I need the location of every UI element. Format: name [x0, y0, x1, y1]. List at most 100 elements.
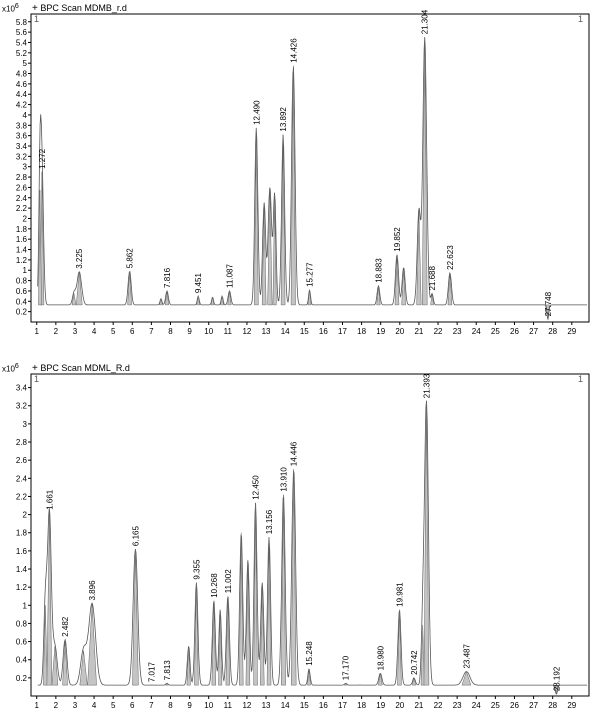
y-tick-label: 0.4 — [16, 297, 28, 306]
peak — [307, 668, 311, 686]
x-tick-label: 6 — [130, 701, 135, 710]
peak — [378, 673, 383, 686]
peak — [343, 682, 348, 686]
x-tick-label: 9 — [187, 701, 192, 710]
y-tick-label: 2.8 — [16, 173, 28, 182]
x-tick-label: 1 — [35, 327, 40, 336]
x-tick-label: 18 — [357, 327, 366, 336]
x-tick-label: 18 — [357, 701, 366, 710]
x-tick-label: 5 — [111, 327, 116, 336]
chromatogram-trace — [37, 36, 588, 321]
peak — [420, 625, 425, 686]
peak — [132, 549, 139, 686]
peak — [238, 532, 244, 686]
x-tick-label: 12 — [242, 327, 251, 336]
x-tick-label: 27 — [529, 701, 538, 710]
y-tick-label: 1.8 — [16, 529, 28, 538]
y-tick-label: 2 — [23, 214, 28, 223]
x-tick-label: 11 — [224, 701, 233, 710]
y-tick-label: 2.2 — [16, 204, 28, 213]
x-tick-label: 22 — [434, 327, 443, 336]
peak — [164, 290, 170, 306]
x-tick-label: 7 — [149, 327, 154, 336]
x-tick-label: 25 — [491, 701, 500, 710]
x-tick-label: 29 — [567, 701, 576, 710]
peak-label: 13.156 — [265, 509, 274, 534]
peak — [272, 195, 277, 306]
peak-label: 15.248 — [305, 641, 314, 666]
y-tick-label: 0.6 — [16, 638, 28, 647]
y-tick-label: 1.6 — [16, 235, 28, 244]
y-tick-label: 3.4 — [16, 142, 28, 151]
peak — [196, 296, 201, 306]
peak — [430, 293, 434, 306]
peak-label: 12.450 — [252, 475, 261, 500]
peak — [159, 298, 163, 306]
peak — [225, 596, 231, 686]
peak — [447, 272, 453, 306]
peak — [307, 289, 312, 306]
x-tick-label: 5 — [111, 701, 116, 710]
plot-frame — [30, 373, 590, 697]
x-tick-label: 13 — [262, 327, 271, 336]
x-tick-label: 24 — [472, 701, 481, 710]
x-tick-label: 3 — [73, 327, 78, 336]
peak-label: 21.393 — [422, 373, 431, 398]
x-tick-label: 26 — [510, 327, 519, 336]
peak — [218, 609, 223, 686]
peak — [75, 271, 83, 306]
peak-label: 9.355 — [192, 559, 201, 580]
peak — [227, 290, 232, 306]
y-tick-label: 4.6 — [16, 80, 28, 89]
y-tick-label: 3.2 — [16, 402, 28, 411]
plot-frame — [30, 13, 590, 323]
y-tick-label: 3.2 — [16, 152, 28, 161]
peak-label: 5.862 — [126, 248, 135, 269]
peak — [211, 600, 217, 686]
y-tick-label: 4.4 — [16, 90, 28, 99]
peak-label: 14.426 — [289, 38, 298, 63]
peak — [43, 605, 48, 686]
y-tick-label: 1.8 — [16, 225, 28, 234]
peak-label: 21.688 — [428, 266, 437, 291]
peak-label: 11.002 — [224, 569, 233, 593]
y-tick-label: 5.8 — [16, 18, 28, 27]
x-tick-label: 19 — [376, 327, 385, 336]
peak — [394, 254, 400, 306]
peak-label: 7.017 — [148, 662, 157, 683]
x-tick-label: 8 — [168, 327, 173, 336]
x-tick-label: 22 — [434, 701, 443, 710]
x-tick-label: 14 — [281, 701, 290, 710]
y-tick-label: 4.8 — [16, 70, 28, 79]
y-scale-label: x106 — [2, 3, 19, 14]
peak — [79, 650, 88, 686]
x-tick-label: 4 — [92, 701, 97, 710]
x-tick-label: 10 — [204, 327, 213, 336]
y-tick-label: 3.8 — [16, 121, 28, 130]
y-tick-label: 1.4 — [16, 246, 28, 255]
peak-label: 14.446 — [290, 441, 299, 466]
x-tick-label: 15 — [300, 701, 309, 710]
y-tick-label: 2 — [23, 511, 28, 520]
chromatogram-plot-bottom: 0.2 0.4 0.6 0.8 1 1.2 1.4 1.6 1.8 2 2.2 2.4 2.6 2.8 3 3… — [16, 373, 590, 710]
peak-label: 7.813 — [163, 660, 172, 681]
y-tick-label: 5.2 — [16, 49, 28, 58]
peak-label: 23.487 — [462, 643, 471, 668]
peak — [259, 582, 265, 686]
x-tick-label: 11 — [224, 327, 233, 336]
peak — [546, 304, 550, 320]
x-tick-label: 3 — [73, 701, 78, 710]
peak — [261, 202, 267, 306]
chart-title: + BPC Scan MDMB_r.d — [32, 3, 127, 14]
x-tick-label: 23 — [453, 701, 462, 710]
peak — [280, 494, 286, 686]
x-tick-label: 9 — [187, 327, 192, 336]
peak — [210, 297, 215, 306]
peak-label: 27.748 — [544, 291, 553, 316]
x-tick-label: 24 — [472, 327, 481, 336]
x-tick-label: 19 — [376, 701, 385, 710]
peak-label: 12.490 — [252, 100, 261, 125]
peak — [51, 646, 59, 686]
peak-label: 1.661 — [45, 489, 54, 510]
peak — [186, 646, 191, 686]
